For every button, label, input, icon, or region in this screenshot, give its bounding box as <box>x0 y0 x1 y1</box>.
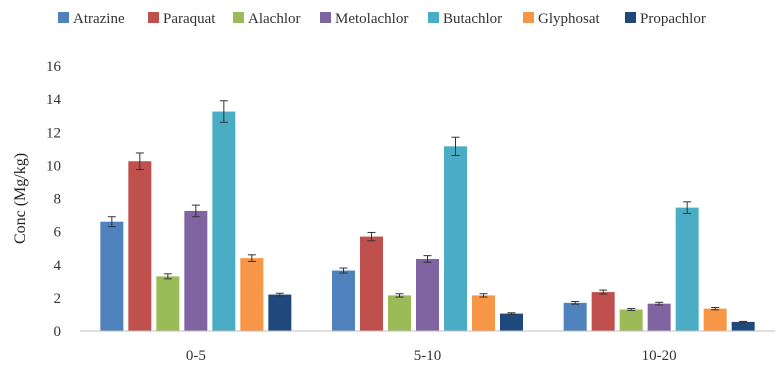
y-tick-label: 6 <box>54 225 62 241</box>
legend-label: Alachlor <box>248 11 300 27</box>
error-bar <box>339 267 348 274</box>
bar-atrazine-0-5 <box>100 221 124 331</box>
bar-paraquat-0-5 <box>128 161 152 331</box>
y-tick-label: 2 <box>54 291 62 307</box>
bar-atrazine-5-10 <box>332 270 355 331</box>
bar-propachlor-5-10 <box>500 313 523 331</box>
bar-metolachlor-0-5 <box>184 210 208 331</box>
error-bar <box>711 306 720 311</box>
bar-glyphosat-10-20 <box>703 308 727 331</box>
y-tick-label: 12 <box>46 125 61 141</box>
bar-alachlor-5-10 <box>388 295 411 331</box>
legend-label: Paraquat <box>163 11 216 27</box>
legend-swatch <box>233 12 244 23</box>
error-bar <box>599 289 608 295</box>
legend-label: Atrazine <box>73 11 125 27</box>
error-bar <box>683 201 692 214</box>
legend-item-propachlor: Propachlor <box>625 11 706 27</box>
error-bar <box>219 100 228 123</box>
legend-item-paraquat: Paraquat <box>148 11 216 27</box>
error-bar <box>395 293 404 298</box>
bar-propachlor-10-20 <box>731 321 755 331</box>
error-bar <box>479 293 488 298</box>
error-bar <box>507 312 516 315</box>
legend-swatch <box>58 12 69 23</box>
bar-paraquat-5-10 <box>360 236 383 331</box>
error-bar <box>423 255 432 263</box>
legend-swatch <box>320 12 331 23</box>
x-tick-label: 5-10 <box>414 348 442 364</box>
error-bar <box>191 204 200 218</box>
bar-glyphosat-5-10 <box>472 295 495 331</box>
y-tick-label: 14 <box>46 92 62 108</box>
y-tick-label: 4 <box>54 258 62 274</box>
bar-butachlor-10-20 <box>675 207 699 331</box>
bar-glyphosat-0-5 <box>240 258 264 331</box>
legend: Atrazine Paraquat Alachlor Metolachlor Butac… <box>58 11 706 27</box>
bar-paraquat-10-20 <box>591 292 615 331</box>
x-axis-ticks: 0-5 5-10 10-20 <box>186 348 677 364</box>
bar-metolachlor-5-10 <box>416 258 439 331</box>
x-tick-label: 0-5 <box>186 348 206 364</box>
y-tick-label: 0 <box>54 324 62 340</box>
y-axis-title: Conc (Mg/kg) <box>12 153 29 244</box>
error-bar <box>367 231 376 242</box>
error-bar <box>163 273 172 280</box>
legend-swatch <box>523 12 534 23</box>
legend-item-butachlor: Butachlor <box>428 11 502 27</box>
y-axis-ticks: 0 2 4 6 8 10 12 14 16 <box>46 59 62 340</box>
error-bar <box>571 301 580 305</box>
bar-atrazine-10-20 <box>563 302 587 331</box>
legend-item-atrazine: Atrazine <box>58 11 125 27</box>
legend-item-glyphosat: Glyphosat <box>523 11 600 27</box>
error-bar <box>655 301 664 306</box>
error-bar <box>275 292 284 297</box>
y-tick-label: 16 <box>46 59 62 75</box>
bar-alachlor-10-20 <box>619 309 643 331</box>
legend-label: Propachlor <box>640 11 706 27</box>
error-bar <box>135 152 144 171</box>
error-bar <box>739 320 748 323</box>
error-bar <box>627 307 636 311</box>
y-tick-label: 10 <box>46 158 61 174</box>
y-tick-label: 8 <box>54 192 62 208</box>
bar-propachlor-0-5 <box>268 294 292 331</box>
legend-label: Metolachlor <box>335 11 408 27</box>
legend-swatch <box>428 12 439 23</box>
legend-item-metolachlor: Metolachlor <box>320 11 408 27</box>
legend-swatch <box>148 12 159 23</box>
x-tick-label: 10-20 <box>642 348 677 364</box>
error-bar <box>451 136 460 156</box>
legend-label: Butachlor <box>443 11 502 27</box>
bar-metolachlor-10-20 <box>647 303 671 331</box>
error-bar <box>247 254 256 262</box>
bar-butachlor-0-5 <box>212 111 236 331</box>
legend-item-alachlor: Alachlor <box>233 11 300 27</box>
bar-butachlor-5-10 <box>444 146 467 331</box>
legend-label: Glyphosat <box>538 11 600 27</box>
bar-alachlor-0-5 <box>156 276 180 331</box>
error-bar <box>107 216 116 228</box>
legend-swatch <box>625 12 636 23</box>
bars <box>100 100 755 331</box>
